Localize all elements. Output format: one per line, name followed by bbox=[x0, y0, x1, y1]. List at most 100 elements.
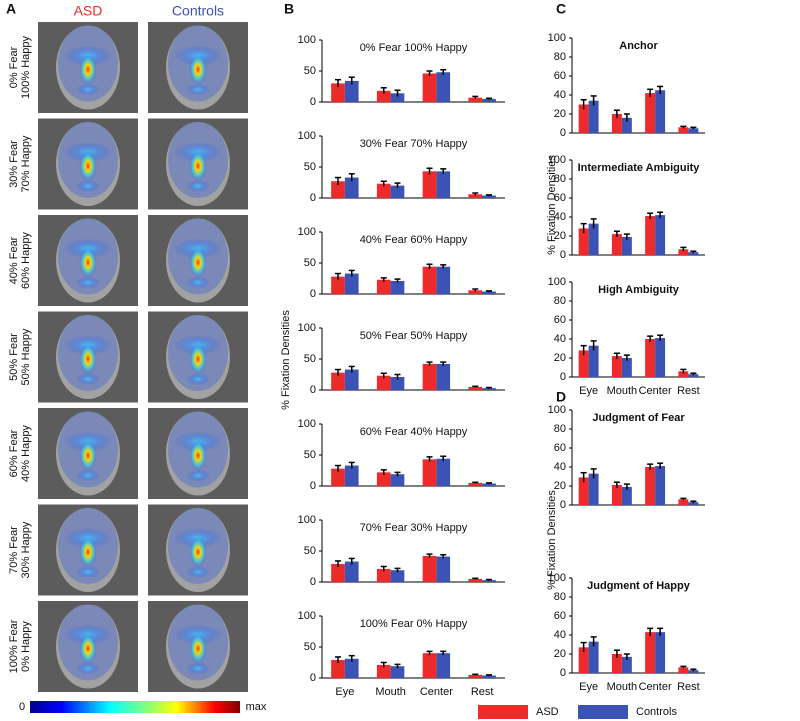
y-tick-label: 0 bbox=[560, 371, 566, 383]
bar bbox=[422, 459, 437, 486]
bar bbox=[578, 647, 589, 673]
y-tick-label: 100 bbox=[298, 130, 316, 142]
bar bbox=[611, 234, 622, 255]
y-tick-label: 0 bbox=[560, 249, 566, 261]
bar bbox=[588, 641, 599, 673]
bar bbox=[688, 670, 699, 673]
x-tick-label: Eye bbox=[579, 385, 598, 397]
fixation-hotspot bbox=[189, 536, 207, 568]
y-tick-label: 50 bbox=[304, 353, 316, 365]
bar bbox=[678, 371, 689, 377]
bar bbox=[482, 98, 496, 102]
bar bbox=[468, 97, 483, 102]
chart-title: Judgment of Fear bbox=[592, 412, 685, 424]
x-tick-label: Rest bbox=[677, 681, 700, 693]
bar bbox=[344, 465, 359, 486]
bar bbox=[645, 339, 656, 377]
bar bbox=[468, 674, 483, 678]
bar bbox=[344, 369, 359, 390]
bar bbox=[390, 570, 405, 582]
chart-title: 0% Fear 100% Happy bbox=[360, 42, 468, 54]
fixation-hotspot bbox=[79, 632, 97, 665]
y-tick-label: 100 bbox=[298, 418, 316, 430]
colorbar-label: 0 bbox=[19, 701, 25, 713]
bar bbox=[376, 568, 391, 582]
bar bbox=[621, 236, 632, 255]
bar bbox=[578, 228, 589, 255]
bar bbox=[331, 83, 345, 102]
bar bbox=[621, 358, 632, 377]
row-label: 50% Fear bbox=[8, 333, 20, 381]
chart-title: 50% Fear 50% Happy bbox=[360, 330, 468, 342]
bar bbox=[422, 555, 437, 582]
bar bbox=[422, 653, 437, 678]
row-label: 30% Happy bbox=[20, 521, 32, 578]
bar bbox=[344, 561, 359, 582]
bar bbox=[390, 93, 405, 102]
bar bbox=[578, 350, 589, 377]
row-label: 50% Happy bbox=[20, 328, 32, 385]
legend-label: Controls bbox=[636, 706, 677, 718]
fixation-mouth bbox=[76, 662, 100, 675]
fixation-hotspot bbox=[189, 246, 207, 279]
chart-title: 40% Fear 60% Happy bbox=[360, 234, 468, 246]
y-tick-label: 40 bbox=[554, 461, 566, 473]
bar bbox=[344, 273, 359, 294]
y-tick-label: 50 bbox=[304, 449, 316, 461]
bar bbox=[468, 290, 483, 294]
chart-title: High Ambiguity bbox=[598, 284, 680, 296]
y-tick-label: 100 bbox=[548, 404, 566, 416]
bar bbox=[645, 632, 656, 673]
bar bbox=[468, 578, 483, 582]
y-tick-label: 0 bbox=[310, 96, 316, 108]
y-tick-label: 40 bbox=[554, 89, 566, 101]
y-tick-label: 80 bbox=[554, 173, 566, 185]
bar bbox=[331, 468, 345, 486]
y-tick-label: 100 bbox=[298, 322, 316, 334]
y-tick-label: 60 bbox=[554, 610, 566, 622]
bar bbox=[422, 363, 437, 390]
y-tick-label: 40 bbox=[554, 333, 566, 345]
y-tick-label: 0 bbox=[310, 576, 316, 588]
row-label: 40% Happy bbox=[20, 425, 32, 482]
bar bbox=[688, 128, 699, 133]
y-tick-label: 100 bbox=[548, 154, 566, 166]
y-tick-label: 20 bbox=[554, 352, 566, 364]
fixation-mouth bbox=[76, 566, 100, 578]
colorbar-label: max bbox=[246, 701, 267, 713]
bar bbox=[588, 345, 599, 377]
fixation-hotspot bbox=[79, 53, 97, 86]
bar bbox=[422, 171, 437, 198]
bar bbox=[655, 466, 666, 505]
panel-label: B bbox=[284, 1, 294, 17]
bar bbox=[688, 374, 699, 377]
chart-title: Anchor bbox=[619, 40, 658, 52]
y-tick-label: 50 bbox=[304, 161, 316, 173]
y-tick-label: 0 bbox=[310, 288, 316, 300]
y-tick-label: 100 bbox=[548, 32, 566, 44]
bar bbox=[621, 486, 632, 505]
bar bbox=[344, 177, 359, 198]
bar bbox=[611, 654, 622, 673]
legend-swatch bbox=[478, 705, 528, 719]
chart-title: 60% Fear 40% Happy bbox=[360, 426, 468, 438]
row-label: 100% Fear bbox=[8, 619, 20, 673]
row-label: 70% Happy bbox=[20, 135, 32, 192]
y-tick-label: 0 bbox=[310, 192, 316, 204]
fixation-hotspot bbox=[189, 439, 207, 472]
bar bbox=[688, 502, 699, 505]
y-tick-label: 50 bbox=[304, 545, 316, 557]
x-tick-label: Mouth bbox=[607, 681, 638, 693]
bar bbox=[588, 223, 599, 255]
bar bbox=[645, 467, 656, 505]
chart-title: 100% Fear 0% Happy bbox=[360, 618, 468, 630]
bar bbox=[390, 376, 405, 390]
fixation-hotspot bbox=[79, 150, 97, 182]
bar bbox=[688, 252, 699, 255]
chart-title: 30% Fear 70% Happy bbox=[360, 138, 468, 150]
bar bbox=[645, 216, 656, 255]
bar bbox=[655, 215, 666, 255]
y-tick-label: 0 bbox=[310, 480, 316, 492]
bar bbox=[376, 375, 391, 390]
bar bbox=[422, 266, 437, 294]
